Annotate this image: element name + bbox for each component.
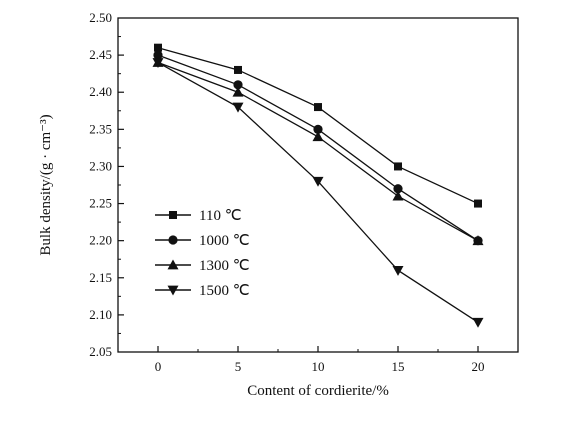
legend-label: 110 ℃ — [199, 208, 242, 224]
data-point — [312, 176, 324, 187]
y-tick-label: 2.20 — [89, 233, 112, 248]
y-tick-label: 2.25 — [89, 196, 112, 211]
y-tick-label: 2.15 — [89, 270, 112, 285]
legend-marker — [167, 259, 179, 270]
legend-item: 1300 ℃ — [155, 258, 250, 274]
data-point — [312, 131, 324, 142]
data-point — [313, 124, 323, 134]
data-point — [392, 265, 404, 276]
data-point — [233, 80, 243, 90]
legend-marker — [169, 211, 177, 219]
data-point — [232, 86, 244, 97]
legend-item: 1000 ℃ — [155, 233, 250, 249]
x-tick-label: 0 — [155, 359, 162, 374]
legend-marker — [168, 235, 178, 245]
x-tick-label: 20 — [472, 359, 485, 374]
series-1 — [154, 43, 482, 208]
data-point — [472, 317, 484, 328]
data-point — [472, 235, 484, 246]
data-point — [234, 65, 242, 74]
data-point — [232, 102, 244, 113]
x-tick-label: 15 — [392, 359, 405, 374]
legend-label: 1300 ℃ — [199, 258, 250, 274]
legend-item: 1500 ℃ — [155, 283, 250, 299]
legend-marker — [167, 285, 179, 296]
series-4 — [152, 58, 484, 328]
y-tick-label: 2.40 — [89, 84, 112, 99]
data-point — [394, 162, 402, 171]
y-tick-label: 2.05 — [89, 344, 112, 359]
legend-label: 1000 ℃ — [199, 233, 250, 249]
data-point — [393, 184, 403, 194]
data-point — [314, 103, 322, 112]
x-axis-title: Content of cordierite/% — [247, 383, 389, 399]
data-point — [392, 190, 404, 201]
y-tick-label: 2.50 — [89, 10, 112, 25]
x-tick-label: 10 — [312, 359, 325, 374]
data-point — [152, 58, 164, 69]
x-axis: 0 5 10 15 20 — [155, 346, 485, 374]
series-layer — [152, 43, 484, 328]
legend-item: 110 ℃ — [155, 208, 242, 224]
y-tick-label: 2.35 — [89, 121, 112, 136]
data-point — [474, 199, 482, 208]
legend: 110 ℃ 1000 ℃ 1300 ℃ 1500 ℃ — [155, 208, 250, 299]
y-axis: 2.05 2.10 2.15 2.20 2.25 2.30 2.35 2.40 2.45 2.50 — [89, 10, 124, 359]
y-tick-label: 2.10 — [89, 307, 112, 322]
data-point — [153, 50, 163, 60]
y-axis-title: Bulk density/(g · cm⁻³) — [38, 114, 54, 255]
legend-label: 1500 ℃ — [199, 283, 250, 299]
y-tick-label: 2.30 — [89, 158, 112, 173]
x-tick-label: 5 — [235, 359, 242, 374]
y-tick-label: 2.45 — [89, 47, 112, 62]
data-point — [154, 43, 162, 52]
